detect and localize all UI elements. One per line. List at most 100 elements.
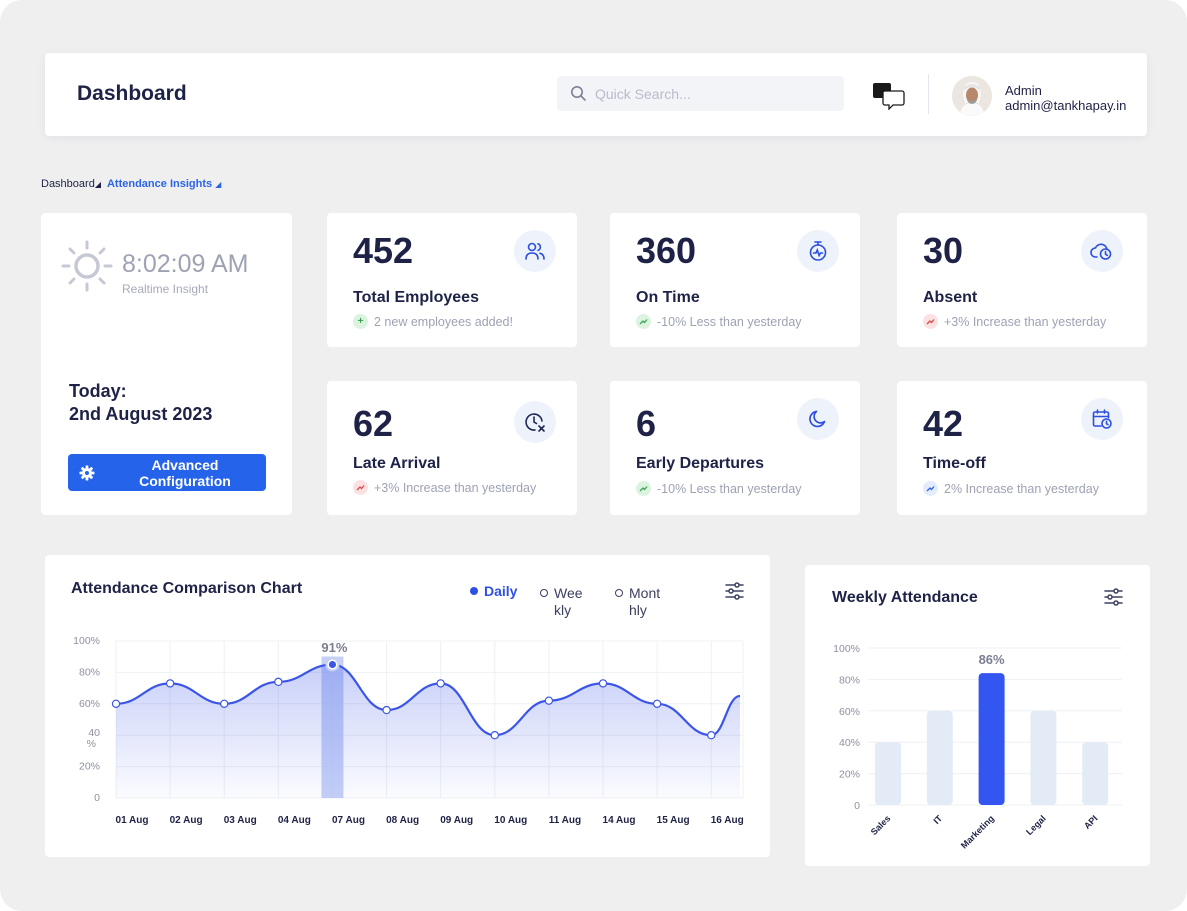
y-tick-label: 20% <box>79 761 100 773</box>
tab-label: Wee kly <box>554 585 583 618</box>
data-point <box>544 696 554 705</box>
bar <box>1082 742 1109 805</box>
y-tick-label: 100% <box>833 643 860 655</box>
y-tick-label: 60% <box>79 698 100 710</box>
x-tick-label: 04 Aug <box>278 815 311 826</box>
search-icon <box>571 86 586 101</box>
advanced-configuration-button[interactable]: Advanced Configuration <box>68 454 266 491</box>
tab-monthly[interactable]: Mont hly <box>615 585 660 619</box>
data-point <box>220 699 229 708</box>
sun-icon <box>61 240 113 292</box>
stat-card-early-departures[interactable]: 6 Early Departures -10% Less than yester… <box>610 381 860 515</box>
x-tick-label: API <box>1082 813 1100 831</box>
breadcrumb-item-dashboard[interactable]: Dashboard◢ <box>41 178 101 190</box>
stat-note: -10% Less than yesterday <box>636 481 802 496</box>
trend-up-icon <box>636 314 651 329</box>
today-date: Today: 2nd August 2023 <box>69 380 212 426</box>
series-area <box>116 664 740 798</box>
trend-up-icon <box>636 481 651 496</box>
y-tick-part: 40 <box>88 727 100 739</box>
weekly-attendance-card: 100% 80% 60% 40% 20% 0 Sales IT Marketing 86% Lega… <box>805 565 1150 866</box>
x-tick-label: Sales <box>869 813 893 837</box>
x-tick-label: 08 Aug <box>386 815 419 826</box>
stat-note: +3% Increase than yesterday <box>923 314 1106 329</box>
x-tick-label: 11 Aug <box>549 815 581 826</box>
line-chart: 100% 80% 60% 40 % 20% 0 91% 01 Aug 02 Aug 03 Aug 04… <box>73 635 744 826</box>
tab-daily[interactable]: Daily <box>470 583 517 600</box>
y-tick-part: 80% <box>79 666 100 678</box>
x-tick-label: 02 Aug <box>170 815 203 826</box>
stat-card-on-time[interactable]: 360 On Time -10% Less than yesterday <box>610 213 860 347</box>
stat-note: 2% Increase than yesterday <box>923 481 1099 496</box>
user-name: Admin <box>1005 83 1042 98</box>
cloud-clock-icon <box>1081 230 1123 272</box>
breadcrumb-label: Attendance Insights <box>106 178 213 190</box>
clock-x-icon <box>514 401 556 443</box>
bar-chart: 100% 80% 60% 40% 20% 0 Sales IT Marketing 86% Lega… <box>833 643 1122 850</box>
radio-dot <box>540 589 548 597</box>
highlight-label: 91% <box>321 640 347 655</box>
stat-value: 360 <box>636 230 697 271</box>
stat-note-text: +3% Increase than yesterday <box>374 480 537 495</box>
stat-note: -10% Less than yesterday <box>636 314 802 329</box>
stat-value: 452 <box>353 230 414 271</box>
y-tick-label: 40% <box>87 727 100 750</box>
x-tick-label: Marketing <box>959 813 996 850</box>
chat-icon[interactable] <box>872 82 906 110</box>
radio-dot <box>615 589 623 597</box>
top-header: Dashboard Admin admin@tankhapay.in <box>45 53 1147 136</box>
data-point <box>274 677 283 687</box>
breadcrumb-item-attendance[interactable]: Attendance Insights ◢ <box>107 178 221 190</box>
plus-icon: + <box>353 314 368 329</box>
y-tick-label: 80% <box>839 674 860 686</box>
x-tick-label: 16 Aug <box>711 815 744 826</box>
y-tick-label: 60% <box>839 706 860 718</box>
avatar-image <box>952 76 992 116</box>
search-box[interactable] <box>557 76 844 111</box>
stat-label: Late Arrival <box>353 455 441 472</box>
advanced-configuration-label: Advanced Configuration <box>139 456 231 489</box>
data-point <box>436 679 445 688</box>
x-tick-label: Legal <box>1024 813 1048 837</box>
stat-card-time-off[interactable]: 42 Time-off 2% Increase than yesterday <box>897 381 1147 515</box>
stat-card-absent[interactable]: 30 Absent +3% Increase than yesterday <box>897 213 1147 347</box>
avatar[interactable] <box>952 76 992 116</box>
x-tick-label: IT <box>931 813 944 826</box>
y-tick-label: 0 <box>94 792 100 804</box>
today-label: Today: <box>69 381 127 401</box>
y-tick-label: 40% <box>839 737 860 749</box>
y-tick-label: 100% <box>73 635 100 647</box>
clock-subtitle: Realtime Insight <box>122 282 209 296</box>
caret-icon: ◢ <box>215 180 222 189</box>
stat-note-text: +3% Increase than yesterday <box>944 314 1107 329</box>
clock-card: 8:02:09 AM Realtime Insight Today: 2nd A… <box>41 213 292 515</box>
stat-value: 42 <box>923 403 964 444</box>
stat-card-late-arrival[interactable]: 62 Late Arrival +3% Increase than yester… <box>327 381 577 515</box>
stopwatch-icon <box>797 230 839 272</box>
stat-value: 30 <box>923 230 964 271</box>
y-tick-label: 80% <box>79 666 100 678</box>
trend-up-icon <box>353 480 368 495</box>
tab-weekly[interactable]: Wee kly <box>540 585 583 619</box>
highlight-label: 86% <box>979 652 1005 667</box>
bar <box>978 673 1005 805</box>
stat-label: On Time <box>636 289 700 306</box>
stat-note-text: 2% Increase than yesterday <box>944 481 1099 496</box>
y-tick-part: 20% <box>79 761 100 773</box>
stat-note: +3% Increase than yesterday <box>353 480 536 495</box>
y-tick-part: 0 <box>94 792 100 804</box>
search-input[interactable] <box>595 83 830 105</box>
data-point <box>707 730 716 740</box>
clock-time: 8:02:09 AM <box>122 250 249 278</box>
filter-icon[interactable] <box>725 582 744 600</box>
header-divider <box>928 74 929 114</box>
y-tick-part: 100% <box>73 635 100 647</box>
date-label: 2nd August 2023 <box>69 404 213 424</box>
stat-card-total-employees[interactable]: 452 Total Employees + 2 new employees ad… <box>327 213 577 347</box>
filter-icon[interactable] <box>1104 588 1123 606</box>
y-tick-label: 0 <box>854 800 860 812</box>
breadcrumb: Dashboard◢ Attendance Insights ◢ <box>41 178 221 190</box>
stat-label: Absent <box>923 289 978 306</box>
chart-title: Weekly Attendance <box>832 589 978 606</box>
